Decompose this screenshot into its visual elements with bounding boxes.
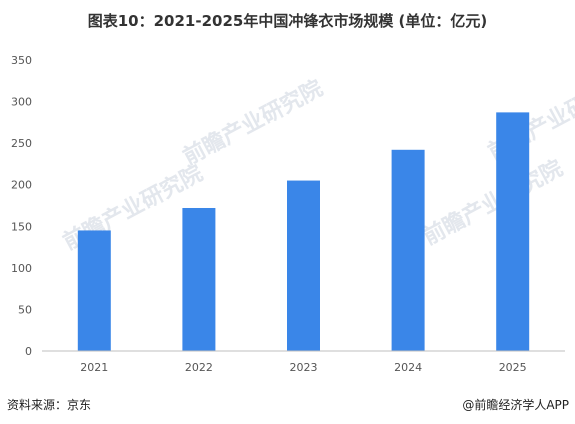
x-tick-label: 2022: [185, 361, 213, 374]
x-tick-label: 2021: [80, 361, 108, 374]
y-tick-label: 50: [18, 303, 32, 316]
bar-2025: [496, 112, 530, 351]
credit-note: @前瞻经济学人APP: [462, 398, 569, 412]
source-note: 资料来源：京东: [7, 398, 92, 412]
y-tick-label: 200: [11, 179, 32, 192]
bar-2024: [391, 149, 425, 351]
bar-2023: [287, 180, 320, 351]
chart-title: 图表10：2021-2025年中国冲锋衣市场规模 (单位：亿元): [87, 12, 488, 30]
x-tick-label: 2024: [394, 361, 422, 374]
y-axis: 0 50 100 150 200 250 300 350: [11, 54, 32, 358]
y-tick-label: 300: [11, 96, 32, 109]
y-tick-label: 0: [25, 345, 32, 358]
bar-2022: [182, 207, 216, 351]
y-tick-label: 250: [11, 137, 32, 150]
bar-2021: [77, 230, 111, 351]
x-tick-label: 2025: [499, 361, 527, 374]
y-tick-label: 350: [11, 54, 32, 67]
x-tick-label: 2023: [290, 361, 318, 374]
x-axis: 2021 2022 2023 2024 2025: [42, 350, 565, 374]
bars: [77, 112, 530, 351]
y-tick-label: 150: [11, 220, 32, 233]
y-tick-label: 100: [11, 262, 32, 275]
